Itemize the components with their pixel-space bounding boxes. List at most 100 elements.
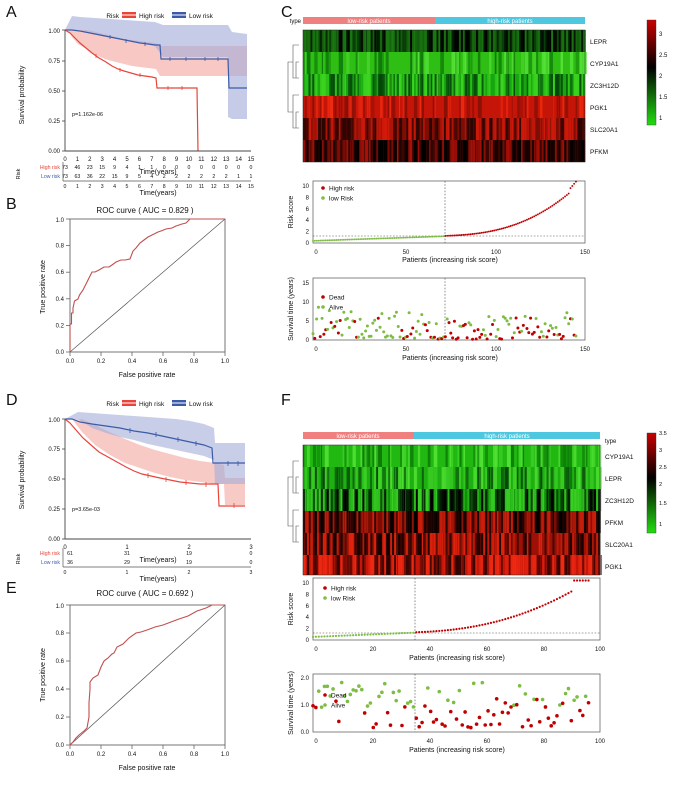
y-ticks: 0.00 0.25 0.50 0.75 1.00 xyxy=(48,418,60,543)
svg-text:6: 6 xyxy=(138,184,141,190)
x-axis-label: False positive rate xyxy=(119,372,176,379)
x-axis-label: Time(years) xyxy=(139,169,176,176)
svg-text:20: 20 xyxy=(370,647,377,653)
svg-text:6: 6 xyxy=(138,157,142,163)
x-tick-marks xyxy=(69,352,226,356)
svg-text:9: 9 xyxy=(126,174,129,180)
svg-text:6: 6 xyxy=(306,207,310,213)
legend-label-low-risk: Low risk xyxy=(189,401,214,408)
panel-a-risk-table: Risk High risk Low risk 73 46 23 15 9 4 1 1 … xyxy=(0,160,285,197)
type-label: type xyxy=(290,19,302,25)
x-axis-label: Time(years) xyxy=(139,557,176,564)
svg-text:3: 3 xyxy=(249,545,253,551)
svg-text:7: 7 xyxy=(150,157,154,163)
risk-table-x-ticks: 0 1 2 3 xyxy=(64,570,253,576)
colorbar xyxy=(646,19,657,126)
svg-text:15: 15 xyxy=(302,281,309,287)
svg-text:50: 50 xyxy=(403,250,410,256)
svg-text:0: 0 xyxy=(306,241,310,247)
svg-text:150: 150 xyxy=(580,250,591,256)
plot-frame xyxy=(69,604,226,746)
svg-text:4: 4 xyxy=(150,174,153,180)
legend-label-low-risk: low Risk xyxy=(331,596,356,603)
svg-text:4: 4 xyxy=(306,218,310,224)
svg-text:13: 13 xyxy=(223,157,230,163)
panel-letter-a: A xyxy=(6,4,17,21)
svg-text:4: 4 xyxy=(113,157,117,163)
svg-text:0.4: 0.4 xyxy=(128,359,137,365)
svg-text:0.0: 0.0 xyxy=(301,730,310,736)
svg-text:0: 0 xyxy=(250,165,253,171)
svg-text:2: 2 xyxy=(200,174,203,180)
gene-label-5: PGK1 xyxy=(605,564,623,571)
svg-text:10: 10 xyxy=(186,184,192,190)
ci-band-low-risk xyxy=(65,16,247,119)
svg-text:2.5: 2.5 xyxy=(659,53,668,59)
svg-text:0.0: 0.0 xyxy=(66,359,75,365)
legend-label-dead: Dead xyxy=(329,295,345,302)
svg-text:0.0: 0.0 xyxy=(56,743,65,749)
x-axis-label: Patients (increasing risk score) xyxy=(409,747,505,754)
gene-label-3: PGK1 xyxy=(590,105,608,112)
row-dendrogram xyxy=(287,44,299,129)
svg-text:0.0: 0.0 xyxy=(66,752,75,758)
row-dendrogram xyxy=(287,460,299,543)
svg-text:31: 31 xyxy=(124,551,130,557)
svg-text:0.8: 0.8 xyxy=(56,631,65,637)
gene-label-0: LEPR xyxy=(590,39,607,46)
y-axis-label: Survival time (years) xyxy=(288,671,295,735)
group-bar-low-risk xyxy=(303,17,435,24)
group-label-high-risk: high-risk patients xyxy=(484,434,529,440)
y-axis-label: True positive rate xyxy=(40,260,47,314)
roc-title: ROC curve ( AUC = 0.692 ) xyxy=(96,589,193,598)
panel-a-plot-body: p=1.162e-06 0.00 0.25 0.50 0.75 1.00 Sur… xyxy=(19,16,255,176)
svg-text:0.2: 0.2 xyxy=(97,752,106,758)
risk-table-row-label-high: High risk xyxy=(40,165,61,171)
x-axis-label: Patients (increasing risk score) xyxy=(402,257,498,264)
colorbar-ticks: 3 2.5 2 1.5 1 xyxy=(659,32,668,122)
svg-text:0: 0 xyxy=(306,338,310,344)
ci-band-low-risk xyxy=(65,412,245,484)
svg-text:1.0: 1.0 xyxy=(301,703,310,709)
gene-labels: CYP19A1 LEPR ZC3H12D PFKM SLC20A1 PGK1 xyxy=(605,454,634,571)
risk-table-title: Risk xyxy=(16,553,22,564)
svg-text:1: 1 xyxy=(126,570,129,576)
y-tick-marks xyxy=(62,418,65,540)
svg-text:2: 2 xyxy=(306,627,310,633)
svg-text:0: 0 xyxy=(64,184,67,190)
censor-marks-low-risk xyxy=(129,428,239,466)
colorbar xyxy=(646,432,657,534)
svg-text:0: 0 xyxy=(237,165,240,171)
svg-text:1: 1 xyxy=(659,522,662,528)
pvalue-label: p=3.65e-03 xyxy=(72,507,100,513)
x-axis-label: Patients (increasing risk score) xyxy=(402,355,498,362)
panel-d-plot-body: p=3.65e-03 0.00 0.25 0.50 0.75 1.00 Surviv… xyxy=(19,412,253,564)
svg-text:61: 61 xyxy=(67,551,73,557)
svg-text:0.50: 0.50 xyxy=(48,89,60,95)
panel-f-survivaltime-plot: Dead Alive 0.0 1.0 2.0 Survival time (yea… xyxy=(285,668,681,773)
legend-label-low-risk: Low risk xyxy=(189,13,214,20)
svg-text:40: 40 xyxy=(427,739,434,745)
ci-band-high-risk xyxy=(65,30,247,76)
panel-c-survivaltime-plot: Dead Alive 0 5 10 15 Survival time (years)… xyxy=(285,272,681,377)
svg-text:4: 4 xyxy=(113,184,116,190)
svg-text:11: 11 xyxy=(198,157,205,163)
svg-text:15: 15 xyxy=(248,184,254,190)
svg-text:4: 4 xyxy=(306,615,310,621)
gene-label-4: SLC20A1 xyxy=(590,127,618,134)
svg-text:0: 0 xyxy=(212,165,215,171)
svg-text:100: 100 xyxy=(491,250,502,256)
x-ticks: 0.0 0.2 0.4 0.6 0.8 1.0 xyxy=(66,752,230,758)
km-curve-low-risk xyxy=(65,418,245,464)
svg-text:10: 10 xyxy=(302,300,309,306)
roc-title: ROC curve ( AUC = 0.829 ) xyxy=(96,206,193,215)
legend-dot-high-risk xyxy=(323,586,327,590)
svg-text:2: 2 xyxy=(163,174,166,180)
gene-label-0: CYP19A1 xyxy=(605,454,634,461)
svg-text:3: 3 xyxy=(101,184,104,190)
group-label-high-risk: high-risk patients xyxy=(487,19,532,25)
svg-text:73: 73 xyxy=(62,174,68,180)
svg-text:0.2: 0.2 xyxy=(97,359,106,365)
panel-f-heatmap: type low-risk patients high-risk patient… xyxy=(285,388,681,576)
